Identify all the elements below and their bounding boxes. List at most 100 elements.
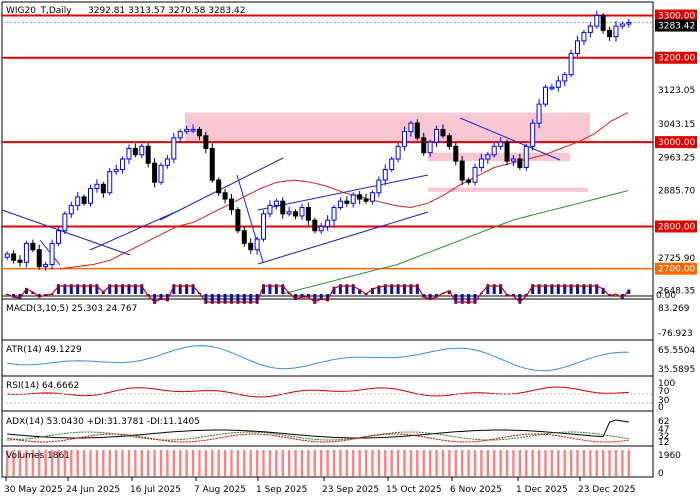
volume-bar-42 (275, 450, 278, 476)
volume-bar-39 (255, 450, 259, 476)
volume-bar-83 (537, 450, 541, 476)
volume-bar-88 (569, 450, 573, 476)
volume-bar-46 (300, 450, 304, 476)
candle-body-20 (132, 147, 138, 156)
candle-body-28 (184, 128, 190, 133)
volume-bar-71 (460, 450, 464, 476)
price-label-2: 3200.00 (658, 54, 695, 64)
candle-body-57 (369, 192, 375, 202)
candle-body-87 (562, 74, 568, 82)
candle-body-16 (107, 171, 113, 194)
candle-body-65 (421, 137, 427, 154)
macd-bar-51 (332, 286, 336, 294)
macd-bar-67 (435, 294, 439, 298)
candle-body-31 (203, 135, 209, 149)
volume-bar-60 (390, 450, 393, 476)
time-label-2: 16 Jul 2025 (130, 485, 181, 495)
candle-body-66 (427, 141, 433, 154)
candle-body-5 (36, 249, 42, 268)
candle-body-40 (261, 213, 267, 240)
volume-bar-37 (243, 450, 246, 476)
candle-body-84 (542, 86, 548, 105)
candle-body-78 (504, 141, 510, 162)
candle-body-56 (363, 198, 369, 202)
volume-label: Volumes 1861 (6, 451, 70, 461)
candle-body-25 (164, 158, 170, 166)
candle-body-48 (312, 219, 318, 232)
macd-bar-35 (229, 294, 233, 304)
macd-bar-93 (601, 287, 605, 294)
volume-bar-22 (146, 450, 150, 476)
moving-averages (59, 112, 629, 295)
price-label-9: 2725.90 (658, 254, 695, 264)
candle-body-26 (171, 137, 177, 160)
volume-bar-65 (422, 450, 425, 476)
candle-body-43 (280, 200, 286, 215)
rsi-scale-70: 70 (658, 387, 670, 397)
candle-body-69 (446, 135, 452, 147)
macd-panel (5, 284, 631, 304)
macd-scale-bottom: -76.923 (658, 329, 693, 339)
candle-body-63 (408, 122, 414, 133)
ma-red-line (59, 112, 629, 270)
price-tag-bg-5 (655, 136, 697, 149)
macd-bar-83 (537, 284, 541, 294)
volume-bar-9 (63, 450, 67, 476)
volume-bar-79 (512, 450, 515, 476)
macd-bar-62 (403, 284, 407, 294)
macd-bar-91 (588, 284, 592, 294)
macd-bar-57 (370, 287, 374, 294)
candle-body-21 (139, 145, 145, 156)
macd-label: MACD(3,10,5) 25.303 24.767 (6, 304, 137, 314)
chart-symbol-title: WIG20_T,Daily (6, 6, 72, 16)
candle-body-33 (216, 179, 222, 194)
macd-bar-12 (82, 284, 86, 294)
candle-body-70 (453, 145, 459, 162)
adx-line (7, 419, 629, 439)
volume-bar-51 (332, 450, 336, 476)
price-label-1: 3283.42 (658, 22, 695, 32)
macd-bar-40 (262, 284, 266, 294)
rsi-scale-0: 0 (658, 403, 664, 413)
zone-1 (428, 152, 570, 162)
volume-bar-85 (550, 450, 554, 476)
candlesticks (4, 10, 632, 271)
volume-bar-86 (557, 450, 560, 476)
candle-body-37 (241, 230, 247, 244)
macd-bar-25 (165, 294, 169, 302)
volume-bar-40 (262, 450, 265, 476)
candle-body-15 (100, 183, 106, 194)
time-label-0: 30 May 2025 (4, 485, 63, 495)
volume-bar-4 (31, 450, 35, 476)
candle-body-34 (222, 192, 228, 200)
volume-bar-44 (287, 450, 291, 476)
volume-bar-96 (621, 450, 624, 476)
volume-bar-75 (486, 450, 490, 476)
volume-bar-97 (627, 450, 630, 476)
price-label-5: 3000.00 (658, 138, 695, 148)
volume-bar-92 (595, 450, 598, 476)
candle-body-92 (594, 15, 600, 27)
macd-bar-84 (543, 284, 547, 294)
macd-bar-92 (595, 284, 599, 294)
candle-body-64 (414, 122, 420, 139)
price-label-10: 2700.00 (658, 265, 695, 275)
volume-bar-91 (589, 450, 592, 476)
macd-bar-10 (69, 284, 73, 294)
zone-2 (428, 187, 588, 192)
macd-bar-76 (492, 284, 496, 294)
volume-bar-72 (467, 450, 470, 476)
price-label-8: 2800.00 (658, 222, 695, 232)
candle-body-27 (177, 131, 183, 139)
candle-body-42 (273, 200, 279, 206)
macd-bar-26 (172, 284, 176, 294)
macd-bar-2 (18, 294, 22, 299)
macd-bar-27 (178, 284, 182, 294)
price-tag-bg-10 (655, 262, 697, 275)
price-tag-bg-2 (655, 51, 697, 64)
macd-bar-31 (204, 294, 208, 304)
volume-bar-49 (320, 450, 323, 476)
macd-bar-60 (390, 284, 394, 294)
candle-body-95 (613, 25, 619, 38)
